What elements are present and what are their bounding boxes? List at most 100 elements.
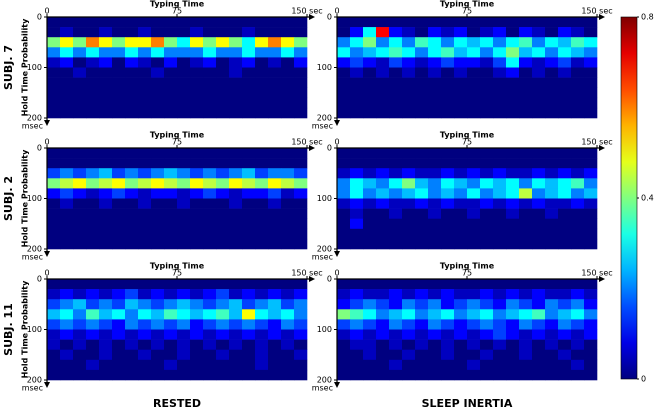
heat-cell	[281, 309, 295, 320]
heat-cell	[229, 107, 243, 119]
heat-cell	[506, 37, 520, 48]
heat-cell	[428, 148, 442, 159]
y-unit-label: msec	[312, 384, 333, 393]
heat-cell	[125, 27, 139, 38]
heat-cell	[99, 17, 113, 28]
x-tick-label: 75	[462, 138, 472, 147]
heat-cell	[203, 188, 217, 199]
heat-cell	[558, 17, 572, 28]
heat-cell	[402, 198, 416, 209]
heat-cell	[190, 349, 204, 361]
heat-cell	[337, 57, 351, 68]
heat-cell	[506, 87, 520, 99]
heat-cell	[337, 339, 351, 350]
heat-cell	[337, 188, 351, 199]
heat-cell	[216, 369, 230, 381]
heat-cell	[467, 359, 481, 371]
heat-cell	[190, 37, 204, 48]
heat-cell	[389, 97, 403, 109]
heat-cell	[99, 148, 113, 159]
heat-cell	[584, 228, 598, 240]
heat-cell	[73, 158, 87, 169]
heat-cell	[177, 168, 191, 179]
heat-cell	[125, 228, 139, 240]
heat-cell	[255, 369, 269, 381]
heat-cell	[493, 319, 507, 330]
heat-cell	[216, 289, 230, 300]
heat-cell	[190, 218, 204, 230]
heat-cell	[545, 178, 559, 189]
heat-cell	[47, 168, 61, 179]
heat-cell	[350, 198, 364, 209]
heat-cell	[164, 359, 178, 371]
heat-cell	[203, 329, 217, 340]
heat-cell	[402, 339, 416, 350]
heat-cell	[203, 168, 217, 179]
condition-label: RESTED	[153, 397, 201, 410]
heat-cell	[454, 27, 468, 38]
heat-cell	[60, 57, 74, 68]
heat-cell	[294, 37, 308, 48]
heat-cell	[190, 67, 204, 78]
heat-cell	[60, 299, 74, 310]
heat-cell	[545, 97, 559, 109]
heat-cell	[532, 349, 546, 361]
heat-cell	[480, 299, 494, 310]
heat-cell	[402, 87, 416, 99]
heat-cell	[415, 208, 429, 219]
heat-cell	[229, 148, 243, 159]
heat-cell	[86, 319, 100, 330]
heat-cell	[376, 107, 390, 119]
heat-cell	[73, 309, 87, 320]
heat-cell	[138, 329, 152, 340]
heat-cell	[532, 198, 546, 209]
heat-cell	[112, 208, 126, 219]
heat-cell	[506, 289, 520, 300]
heat-cell	[138, 158, 152, 169]
heat-cell	[480, 27, 494, 38]
heat-cell	[506, 198, 520, 209]
heat-cell	[112, 369, 126, 381]
heat-cell	[493, 168, 507, 179]
heat-cell	[428, 289, 442, 300]
heat-cell	[216, 107, 230, 119]
heat-cell	[99, 57, 113, 68]
heat-cell	[506, 27, 520, 38]
heat-cell	[467, 17, 481, 28]
heat-cell	[125, 67, 139, 78]
heat-cell	[532, 107, 546, 119]
heat-cell	[441, 228, 455, 240]
heat-cell	[337, 369, 351, 381]
heat-cell	[493, 47, 507, 58]
heat-cell	[571, 178, 585, 189]
heat-cell	[281, 289, 295, 300]
heat-cell	[242, 349, 256, 361]
heat-cell	[164, 208, 178, 219]
heat-cell	[363, 168, 377, 179]
heat-cell	[506, 188, 520, 199]
heat-cell	[255, 57, 269, 68]
y-unit-label: msec	[22, 384, 43, 393]
y-tick-label: 200	[27, 245, 42, 254]
heat-cell	[350, 349, 364, 361]
x-axis-title: Typing Time	[150, 262, 205, 271]
heat-cell	[216, 158, 230, 169]
heat-cell	[73, 339, 87, 350]
heat-cell	[203, 279, 217, 290]
heat-cell	[558, 289, 572, 300]
heat-cell	[86, 309, 100, 320]
heat-cell	[99, 329, 113, 340]
heat-cell	[99, 309, 113, 320]
heat-cell	[363, 359, 377, 371]
heat-cell	[480, 107, 494, 119]
x-axis-title: Typing Time	[440, 262, 495, 271]
heat-cell	[73, 238, 87, 250]
heat-cell	[493, 158, 507, 169]
heat-cell	[337, 27, 351, 38]
heat-cell	[415, 97, 429, 109]
heat-cell	[389, 178, 403, 189]
heat-cell	[268, 349, 282, 361]
heat-cell	[454, 349, 468, 361]
heat-cell	[177, 359, 191, 371]
